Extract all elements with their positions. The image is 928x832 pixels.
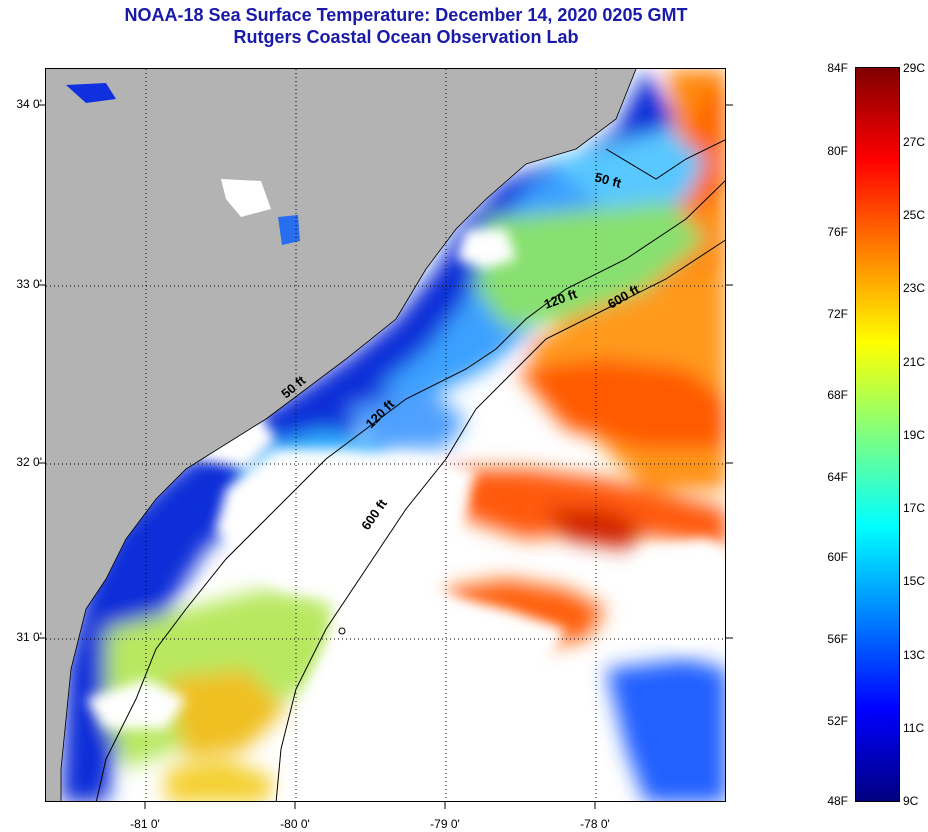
lat-label-31: 31 0' (16, 630, 42, 644)
lon-label-80: -80 0' (280, 817, 310, 831)
lat-label-32: 32 0' (16, 455, 42, 469)
buoy-marker[interactable] (338, 627, 346, 635)
colorbar-c-label: 27C (903, 135, 926, 149)
colorbar-f-label: 64F (827, 470, 848, 484)
colorbar-c-label: 29C (903, 61, 926, 75)
graticule (46, 69, 725, 801)
contour-label-50ft: 50 ft (593, 169, 623, 191)
lake-patch (221, 179, 271, 217)
colorbar-c-label: 15C (903, 574, 926, 588)
colorbar-c-label: 13C (903, 648, 926, 662)
colorbar-f-label: 80F (827, 144, 848, 158)
colorbar-f-label: 60F (827, 550, 848, 564)
lake-patch (278, 215, 300, 245)
sst-map[interactable]: 50 ft 120 ft 600 ft 120 ft 600 ft 50 ft (45, 68, 726, 802)
colorbar-c-label: 25C (903, 208, 926, 222)
colorbar-c-label: 19C (903, 428, 926, 442)
sst-map-canvas: 50 ft 120 ft 600 ft 120 ft 600 ft 50 ft (46, 69, 725, 801)
map-title: NOAA-18 Sea Surface Temperature: Decembe… (124, 5, 688, 25)
lat-label-33: 33 0' (16, 277, 42, 291)
depth-contours (95, 139, 725, 801)
colorbar-f-label: 72F (827, 307, 848, 321)
colorbar-c-label: 17C (903, 501, 926, 515)
colorbar-f-label: 68F (827, 388, 848, 402)
lat-label-34: 34 0' (16, 97, 42, 111)
colorbar-c-label: 9C (903, 794, 919, 808)
colorbar-f-label: 48F (827, 794, 848, 808)
colorbar-f-label: 76F (827, 225, 848, 239)
lake-patch (66, 83, 116, 103)
colorbar-f-label: 52F (827, 714, 848, 728)
lon-label-78: -78 0' (580, 817, 610, 831)
lon-label-81: -81 0' (130, 817, 160, 831)
temperature-colorbar (855, 67, 900, 802)
lon-label-79: -79 0' (430, 817, 460, 831)
coastline (60, 69, 637, 801)
colorbar-f-label: 56F (827, 632, 848, 646)
colorbar-c-label: 23C (903, 281, 926, 295)
map-subtitle: Rutgers Coastal Ocean Observation Lab (233, 27, 579, 47)
colorbar-c-label: 11C (903, 721, 925, 735)
colorbar-c-label: 21C (903, 355, 926, 369)
colorbar-f-label: 84F (827, 61, 848, 75)
